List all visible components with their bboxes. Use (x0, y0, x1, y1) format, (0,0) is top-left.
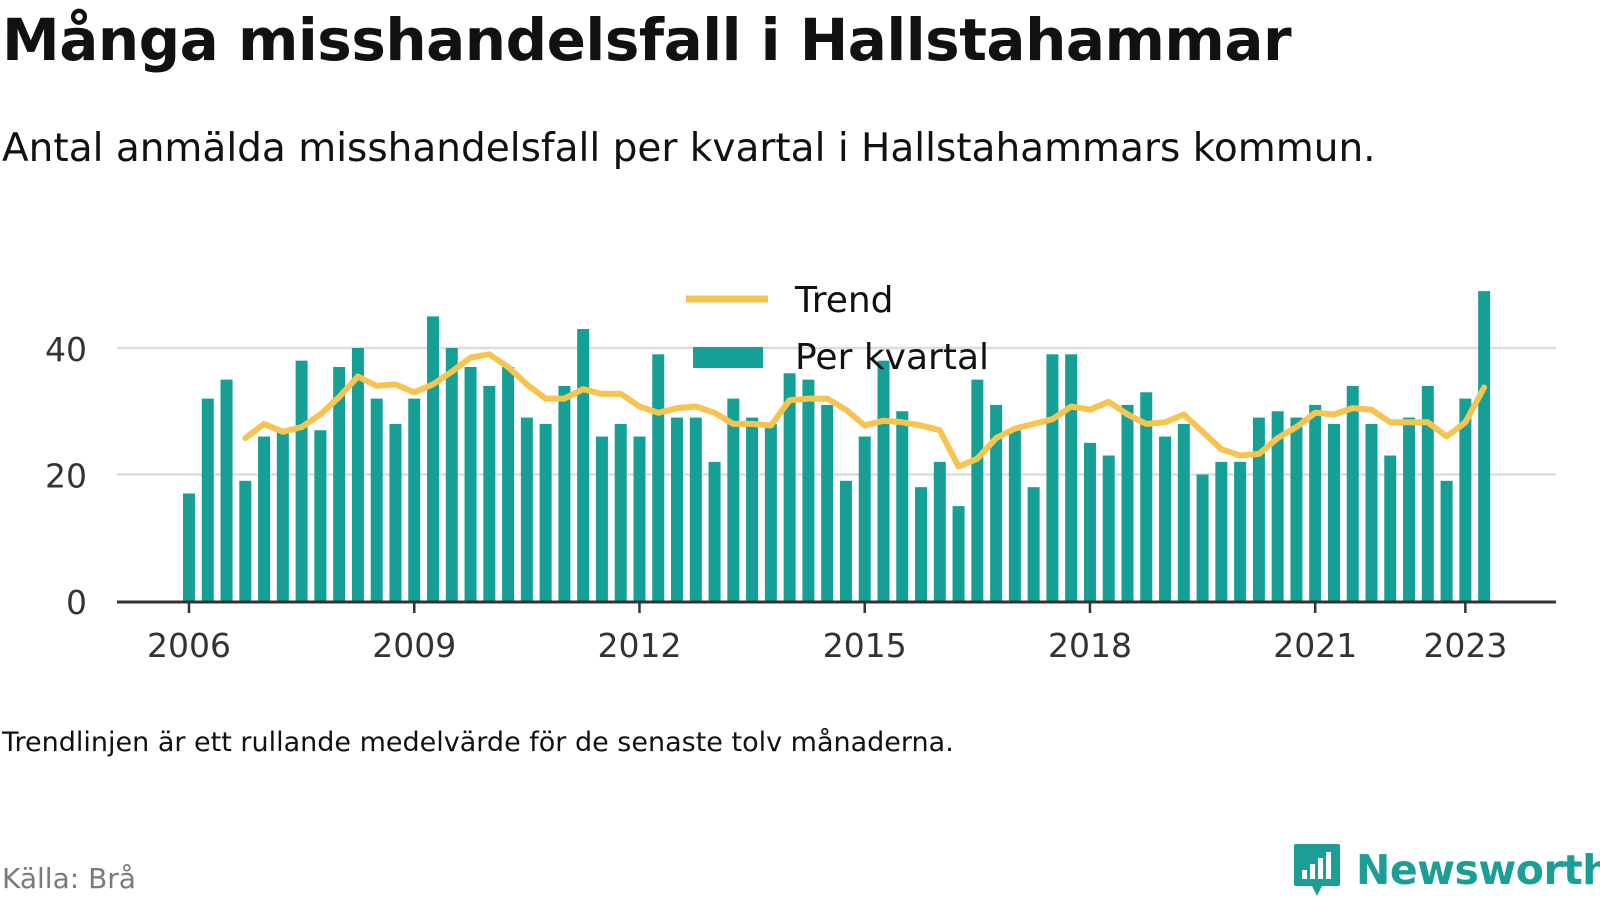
bar (1365, 423, 1378, 601)
bar (1159, 436, 1172, 601)
bar (276, 430, 289, 601)
bar (539, 423, 552, 601)
x-tick-label: 2015 (823, 626, 907, 665)
bar (370, 398, 383, 601)
y-tick-label: 40 (45, 330, 87, 369)
bar (239, 480, 252, 601)
bar (220, 379, 233, 601)
bar (502, 366, 515, 601)
trend-note: Trendlinjen är ett rullande medelvärde f… (2, 727, 954, 758)
bar (1215, 461, 1228, 601)
bar (633, 436, 646, 601)
bar (483, 385, 496, 601)
bar (1140, 392, 1153, 601)
bar (764, 423, 777, 601)
bar (1083, 442, 1096, 601)
bar (896, 411, 909, 601)
bar (1346, 385, 1359, 601)
bar (746, 417, 759, 601)
bar (333, 366, 346, 601)
bar (671, 417, 684, 601)
bar (445, 348, 458, 601)
bar (183, 493, 195, 601)
brand-logo[interactable]: Newsworthy (1292, 840, 1600, 900)
legend-trend-label: Trend (794, 280, 894, 321)
bar (839, 480, 852, 601)
bar (858, 436, 871, 601)
bar (802, 379, 815, 601)
bar (614, 423, 627, 601)
chart-bubble-icon (1294, 844, 1340, 896)
bar (877, 360, 890, 601)
bar (1177, 423, 1190, 601)
bar (389, 423, 402, 601)
legend: Trend Per kvartal (686, 280, 989, 378)
bar (990, 404, 1003, 601)
bar (408, 398, 421, 601)
bar (1327, 423, 1340, 601)
y-tick-label: 0 (66, 583, 87, 622)
bar (933, 461, 946, 601)
bar (1121, 404, 1134, 601)
bar (1403, 417, 1416, 601)
bar (783, 373, 796, 601)
bar (1252, 417, 1265, 601)
bar (1102, 455, 1115, 601)
chart: 2006 2009 2012 2015 2018 2021 2023 0 20 40 Trend… (45, 280, 1556, 665)
bar (427, 316, 440, 601)
x-tick-label: 2006 (147, 626, 231, 665)
bar (1440, 480, 1453, 601)
bar (201, 398, 214, 601)
bar (821, 404, 834, 601)
bar (295, 360, 308, 601)
source-label: Källa: Brå (2, 862, 136, 895)
bar (708, 461, 721, 601)
legend-bar-label: Per kvartal (795, 337, 989, 378)
bar (558, 385, 571, 601)
bar (314, 430, 327, 601)
bar (1008, 430, 1021, 601)
bar (1027, 487, 1040, 601)
x-axis-ticks: 2006 2009 2012 2015 2018 2021 2023 (147, 602, 1507, 665)
bar (464, 366, 477, 601)
bar (1046, 354, 1059, 601)
x-tick-label: 2012 (597, 626, 681, 665)
bar (1309, 404, 1322, 601)
bar (652, 354, 665, 601)
legend-bar-swatch (693, 347, 763, 368)
brand-name: Newsworthy (1356, 846, 1600, 894)
bar (1478, 291, 1491, 601)
chart-title: Många misshandelsfall i Hallstahammar (2, 6, 1292, 74)
x-tick-label: 2021 (1273, 626, 1357, 665)
bar (915, 487, 928, 601)
trend-line (242, 351, 1488, 470)
bar (258, 436, 271, 601)
y-axis-ticks: 0 20 40 (45, 330, 87, 622)
bar (577, 329, 590, 601)
bar (1421, 385, 1434, 601)
bar (689, 417, 702, 601)
bar (1234, 461, 1247, 601)
x-tick-label: 2009 (372, 626, 456, 665)
bar (1459, 398, 1472, 601)
x-tick-label: 2023 (1423, 626, 1507, 665)
bar (1196, 474, 1209, 601)
x-tick-label: 2018 (1048, 626, 1132, 665)
bar (595, 436, 608, 601)
bar (1290, 417, 1303, 601)
bar (520, 417, 533, 601)
bar (727, 398, 740, 601)
y-tick-label: 20 (45, 457, 87, 496)
bar (1065, 354, 1078, 601)
bar (1384, 455, 1397, 601)
bar (351, 348, 364, 601)
bar (1271, 411, 1284, 601)
bar (971, 379, 984, 601)
chart-subtitle: Antal anmälda misshandelsfall per kvarta… (2, 126, 1376, 171)
bars (183, 291, 1491, 601)
bar (952, 506, 965, 601)
